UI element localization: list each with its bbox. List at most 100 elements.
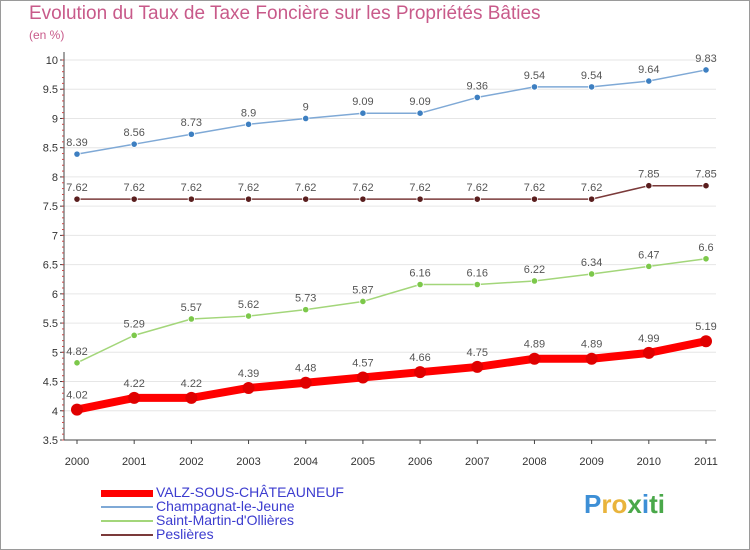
- legend-label: Champagnat-le-Jeune: [156, 498, 295, 514]
- y-tick-label: 4: [52, 406, 58, 418]
- data-label: 4.89: [581, 339, 602, 351]
- x-tick-label: 2010: [637, 456, 661, 468]
- data-label: 9: [303, 101, 309, 113]
- data-label: 4.39: [238, 368, 259, 380]
- series-line: [76, 184, 707, 200]
- data-label: 7.62: [238, 182, 259, 194]
- y-tick-label: 10: [46, 55, 58, 67]
- data-label: 6.16: [467, 267, 488, 279]
- data-label: 4.82: [66, 346, 87, 358]
- data-label: 9.54: [581, 70, 602, 82]
- y-tick-label: 7: [52, 230, 58, 242]
- x-tick-label: 2004: [293, 456, 317, 468]
- data-label: 4.22: [181, 378, 202, 390]
- data-point: [359, 109, 367, 117]
- data-label: 9.09: [352, 96, 373, 108]
- data-label: 8.9: [241, 107, 256, 119]
- data-label: 5.29: [123, 318, 144, 330]
- data-point: [130, 331, 138, 339]
- data-point: [588, 83, 596, 91]
- data-point: [585, 352, 598, 365]
- data-label: 8.56: [123, 127, 144, 139]
- data-label: 4.66: [409, 352, 430, 364]
- data-label: 7.62: [581, 182, 602, 194]
- data-point: [302, 306, 310, 314]
- data-label: 6.47: [638, 249, 659, 261]
- y-tick-label: 6: [52, 289, 58, 301]
- data-label: 4.57: [352, 357, 373, 369]
- data-label: 7.62: [295, 182, 316, 194]
- data-point: [645, 182, 653, 190]
- data-point: [530, 277, 539, 285]
- y-tick-label: 3.5: [43, 435, 58, 447]
- proxiti-logo: Proxiti: [584, 489, 665, 519]
- data-label: 9.09: [409, 96, 430, 108]
- data-label: 6.6: [698, 242, 713, 254]
- x-tick-label: 2008: [522, 456, 546, 468]
- y-tick-label: 6.5: [43, 260, 58, 272]
- data-label: 9.83: [695, 53, 716, 65]
- x-tick-label: 2001: [122, 456, 146, 468]
- data-point: [473, 280, 481, 289]
- data-point: [471, 360, 484, 373]
- series-line: [76, 69, 707, 155]
- data-point: [73, 359, 81, 367]
- data-point: [700, 335, 712, 348]
- y-tick-label: 9.5: [43, 84, 58, 96]
- data-point: [702, 255, 710, 263]
- series-line: [73, 337, 710, 414]
- data-point: [588, 195, 596, 203]
- legend-swatch: [101, 520, 153, 522]
- data-point: [185, 391, 198, 404]
- data-point: [187, 195, 195, 203]
- y-tick-label: 5.5: [43, 318, 58, 330]
- data-label: 4.22: [123, 378, 144, 390]
- data-label: 5.73: [295, 293, 316, 305]
- x-tick-label: 2011: [694, 456, 718, 468]
- data-point: [702, 66, 710, 74]
- data-label: 5.19: [695, 321, 716, 333]
- data-point: [130, 195, 138, 203]
- data-point: [414, 366, 427, 379]
- data-label: 7.62: [409, 182, 430, 194]
- data-label: 7.62: [467, 182, 488, 194]
- data-label: 5.87: [352, 284, 373, 296]
- data-point: [299, 376, 312, 389]
- legend-label: VALZ-SOUS-CHÂTEAUNEUF: [156, 484, 344, 500]
- data-label: 5.62: [238, 299, 259, 311]
- x-tick-label: 2007: [465, 456, 489, 468]
- data-point: [588, 270, 596, 278]
- data-point: [416, 195, 424, 203]
- data-point: [645, 262, 653, 270]
- data-label: 4.48: [295, 363, 316, 375]
- data-label: 6.22: [524, 264, 545, 276]
- data-label: 6.16: [409, 267, 430, 279]
- data-label: 8.39: [66, 137, 87, 149]
- legend-swatch: [101, 534, 153, 536]
- legend-label: Peslières: [156, 526, 214, 542]
- data-point: [244, 312, 253, 320]
- y-tick-label: 9: [52, 113, 58, 125]
- data-label: 6.34: [581, 257, 602, 269]
- data-point: [359, 297, 367, 306]
- data-point: [530, 195, 539, 203]
- data-label: 7.62: [181, 182, 202, 194]
- data-point: [244, 195, 253, 203]
- data-point: [128, 391, 141, 404]
- data-point: [416, 109, 424, 117]
- data-point: [302, 114, 310, 123]
- series-line: [76, 258, 707, 364]
- data-point: [302, 195, 310, 203]
- data-point: [359, 195, 367, 203]
- data-point: [702, 182, 710, 190]
- data-point: [187, 315, 195, 323]
- data-label: 5.57: [181, 302, 202, 314]
- data-point: [416, 280, 424, 289]
- x-tick-label: 2003: [236, 456, 260, 468]
- y-tick-label: 7.5: [43, 201, 58, 213]
- data-point: [473, 93, 481, 102]
- y-tick-label: 5: [52, 347, 58, 359]
- data-point: [242, 381, 255, 394]
